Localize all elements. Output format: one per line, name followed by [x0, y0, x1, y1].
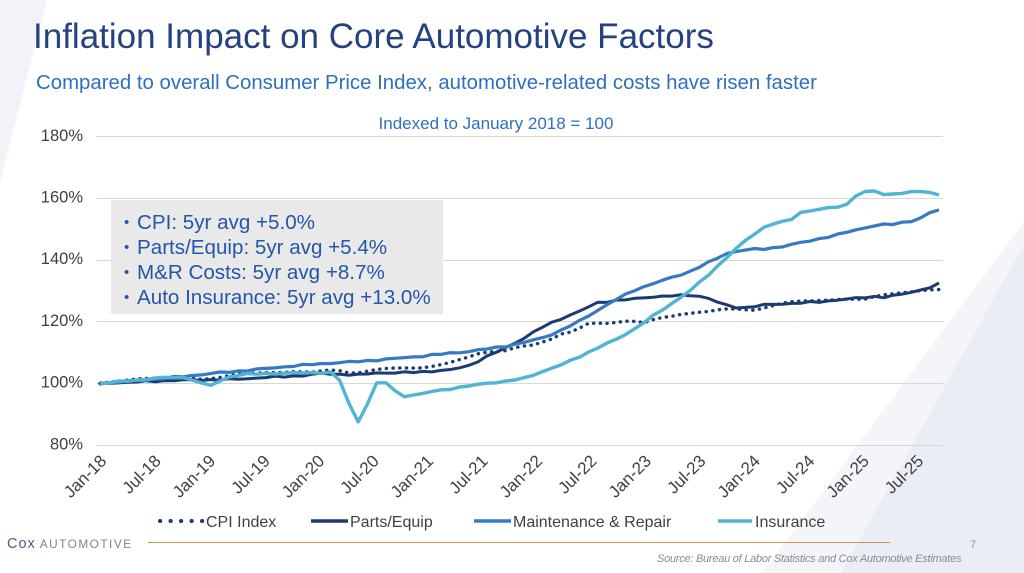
svg-text:Jan-19: Jan-19 [169, 451, 219, 501]
svg-text:Jul-25: Jul-25 [881, 451, 927, 497]
svg-text:Jul-24: Jul-24 [772, 451, 818, 497]
svg-text:Jul-18: Jul-18 [119, 451, 165, 497]
svg-text:140%: 140% [41, 250, 84, 268]
svg-text:180%: 180% [41, 127, 84, 145]
svg-text:Jul-22: Jul-22 [554, 451, 600, 497]
svg-text:Jan-18: Jan-18 [60, 451, 110, 501]
svg-text:80%: 80% [50, 435, 83, 453]
svg-text:Jul-19: Jul-19 [228, 451, 274, 497]
svg-text:Jul-20: Jul-20 [337, 451, 383, 497]
svg-text:Jan-25: Jan-25 [823, 451, 873, 501]
svg-text:Jul-23: Jul-23 [663, 451, 709, 497]
svg-text:Jan-21: Jan-21 [387, 451, 437, 501]
svg-text:Jan-20: Jan-20 [278, 451, 328, 501]
svg-text:Jan-24: Jan-24 [714, 451, 764, 501]
svg-text:Jul-21: Jul-21 [445, 451, 491, 497]
svg-text:160%: 160% [41, 189, 84, 207]
svg-text:120%: 120% [41, 312, 84, 330]
svg-text:Jan-22: Jan-22 [496, 451, 546, 501]
svg-text:Jan-23: Jan-23 [605, 451, 655, 501]
svg-text:100%: 100% [41, 374, 84, 392]
